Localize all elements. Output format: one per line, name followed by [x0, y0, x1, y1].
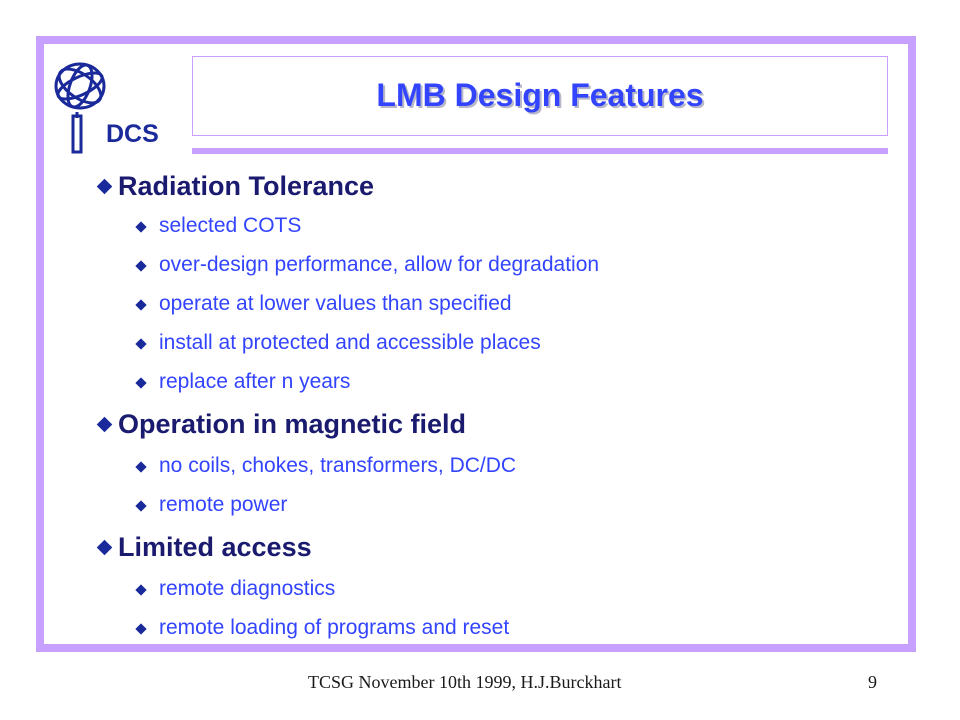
section-heading: Radiation Tolerance: [118, 171, 375, 201]
list-item: operate at lower values than specified: [159, 292, 512, 315]
logo-text: DCS: [106, 120, 159, 148]
section-heading: Limited access: [118, 532, 312, 562]
list-item: no coils, chokes, transformers, DC/DC: [159, 454, 517, 477]
list-item: over-design performance, allow for degra…: [159, 253, 600, 276]
bullet-icon: [96, 539, 113, 556]
bullet-icon: [135, 584, 147, 596]
section-heading: Operation in magnetic field: [118, 409, 467, 439]
list-item: remote diagnostics: [159, 577, 336, 600]
bullet-icon: [135, 221, 147, 233]
bullet-icon: [135, 338, 147, 350]
bullet-icon: [135, 377, 147, 389]
list-item: selected COTS: [159, 214, 302, 237]
list-item: replace after n years: [159, 370, 351, 393]
bullet-icon: [135, 299, 147, 311]
logo: DCS: [50, 56, 180, 156]
bullet-icon: [135, 260, 147, 272]
list-item: install at protected and accessible plac…: [159, 331, 541, 354]
bullet-icon: [135, 461, 147, 473]
bullet-icon: [96, 416, 113, 433]
page-number: 9: [868, 672, 877, 692]
title-box: LMB Design Features: [192, 56, 888, 136]
bullet-icon: [135, 500, 147, 512]
page-title: LMB Design Features: [376, 77, 704, 113]
title-divider: [192, 148, 888, 154]
bullet-icon: [135, 623, 147, 635]
bullet-icon: [96, 178, 113, 195]
atlas-globe-icon: [54, 62, 106, 154]
list-item: remote loading of programs and reset: [159, 616, 510, 639]
list-item: remote power: [159, 493, 288, 516]
footer-text: TCSG November 10th 1999, H.J.Burckhart: [308, 672, 622, 692]
slide-frame: [36, 36, 916, 652]
